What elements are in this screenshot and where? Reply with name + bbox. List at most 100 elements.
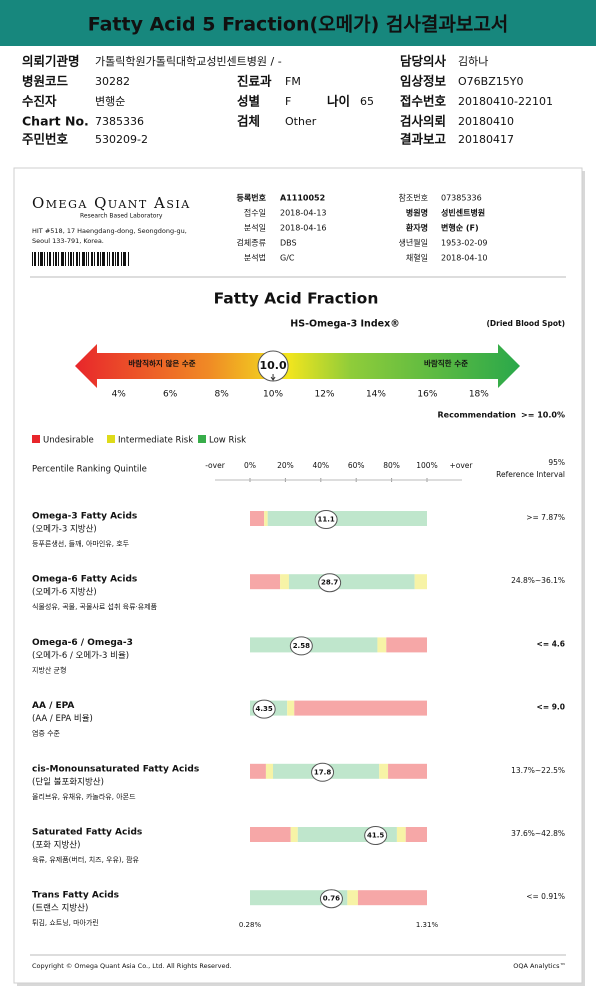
reference-value: <= 0.91% [526,892,565,901]
row-name: Omega-6 Fatty Acids [32,575,137,585]
gauge-tick-label: 12% [315,390,335,400]
index-value: 10.0 [259,359,286,372]
info-label: 임상정보 [400,74,447,89]
gauge-tick-label: 6% [163,390,178,400]
barcode-bar [128,252,129,266]
gauge-arrow [75,344,520,388]
header-bar [0,0,596,46]
barcode-bar [115,252,116,266]
gauge-tick-label: 4% [112,390,127,400]
info-label: 성별 [237,94,260,109]
result-value: 28.7 [321,579,338,587]
barcode-bar [34,252,36,266]
range-zone [294,700,427,716]
range-zone [250,574,281,590]
barcode-bar [53,252,54,266]
barcode-bar [76,252,78,266]
row-name-ko: (오메가-6 / 오메가-3 비율) [32,651,129,661]
field-label: 검체종류 [237,238,266,248]
gauge-low-label: 바람직하지 않은 수준 [128,358,195,368]
info-value: 7385336 [95,115,144,128]
result-marker [311,762,335,782]
barcode-bar [73,252,74,266]
barcode-bar [94,252,95,266]
gauge-tick-label: 14% [366,390,386,400]
row-name-ko: (AA / EPA 비율) [32,714,93,724]
info-label: 주민번호 [22,132,69,147]
index-title: HS-Omega-3 Index® [290,319,399,330]
gauge-tick-label: 8% [214,390,229,400]
info-value: Other [285,115,317,128]
result-marker [364,826,388,845]
field-value: 변행순 (F) [441,223,479,233]
barcode-bar [61,252,64,266]
range-zone [250,827,291,842]
barcode-bar [65,252,66,266]
result-marker [318,573,342,593]
barcode-bar [40,252,43,266]
result-value: 11.1 [317,516,334,524]
info-label: 검체 [237,114,260,129]
field-value: 2018-04-13 [280,209,327,218]
range-zone [250,637,378,653]
result-value: 2.58 [293,642,310,650]
index-marker [257,350,289,382]
scale-tick-label: 60% [348,461,365,470]
info-label: 수진자 [22,94,57,109]
footer-right: OQA Analytics™ [513,962,566,970]
result-marker [314,510,338,529]
field-value: G/C [280,254,295,263]
range-min-label: 0.28% [239,921,262,929]
field-label: 등록번호 [237,193,267,203]
barcode-bar [44,252,45,266]
barcode-bar [55,252,57,266]
row-foods: 염증 수준 [32,730,61,738]
barcode-bar [91,252,93,266]
row-name: Omega-6 / Omega-3 [32,638,133,648]
section-title: Fatty Acid Fraction [214,290,379,308]
address-line: Seoul 133-791, Korea. [32,237,104,245]
gauge-high-label: 바람직한 수준 [424,358,468,368]
reference-value: 37.6%~42.8% [511,829,565,838]
row-name: Omega-3 Fatty Acids [32,512,137,522]
range-zone [379,763,389,779]
info-label: Chart No. [22,114,89,129]
field-value: 성빈센트병원 [441,208,485,218]
info-value: 530209-2 [95,133,148,146]
info-label: 접수번호 [400,94,447,109]
legend-label: Intermediate Risk [118,436,193,446]
info-value: 20180410-22101 [458,95,553,108]
range-zone [280,574,289,590]
row-foods: 등푸른생선, 들깨, 아마인유, 호두 [32,539,130,548]
info-label: 검사의뢰 [400,114,446,129]
row-name-ko: (포화 지방산) [32,840,80,851]
result-value: 17.8 [314,768,331,776]
scale-tick-label: 100% [416,461,437,470]
result-value: 4.35 [256,705,273,713]
field-label: 참조번호 [399,193,428,203]
info-value: 30282 [95,75,130,88]
info-label: 나이 [327,94,350,109]
legend-label: Undesirable [43,436,94,446]
result-marker [252,699,276,719]
range-max-label: 1.31% [416,921,439,929]
info-value: 김하나 [458,54,488,68]
field-value: A1110052 [280,194,325,203]
recommendation-label: Recommendation [438,411,517,420]
barcode-bar [79,252,80,266]
info-value: F [285,95,291,108]
row-name-ko: (단일 불포화지방산) [32,776,104,787]
gauge-tick-label: 16% [417,390,437,400]
gauge-tick-label: 10% [263,390,283,400]
info-value: 20180410 [458,115,514,128]
scale-tick-label: 0% [244,461,256,470]
field-value: DBS [280,239,297,248]
row-foods: 지방산 균형 [32,665,66,674]
info-label: 담당의사 [400,54,447,69]
range-zone [287,700,295,716]
row-foods: 튀김, 쇼트닝, 마아가린 [32,918,99,927]
scale-upper: +over [449,461,473,470]
recommendation-value: >= 10.0% [521,411,565,420]
field-label: 분석일 [244,223,266,233]
